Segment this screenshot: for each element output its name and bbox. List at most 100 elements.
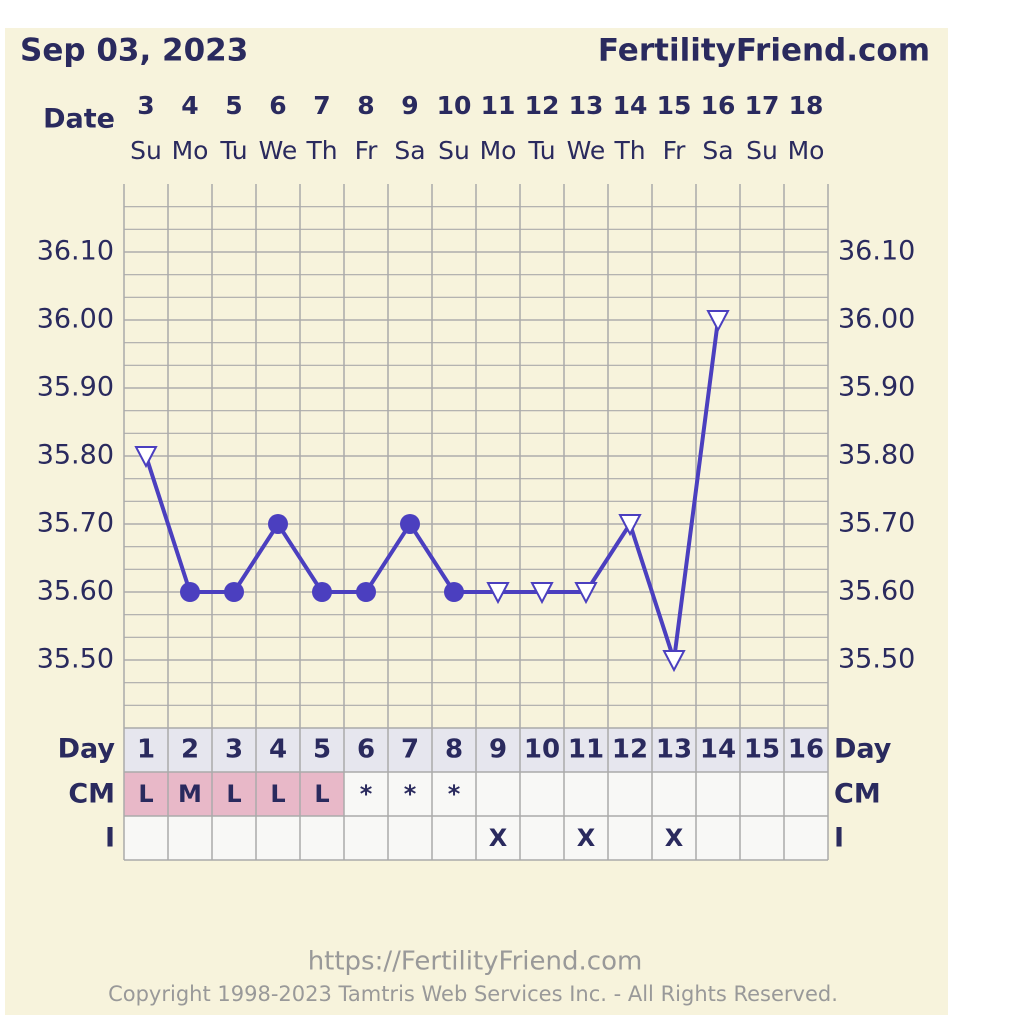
weekday-label: Su [130, 136, 162, 165]
y-tick-label-right: 36.10 [838, 236, 915, 267]
date-label: 13 [569, 91, 604, 120]
weekday-label: Tu [219, 136, 247, 165]
y-tick-label: 35.70 [37, 508, 114, 539]
chart-title: Sep 03, 2023 [20, 33, 248, 69]
cm-highlight [168, 772, 212, 816]
temperature-point [356, 582, 376, 602]
y-tick-label-right: 35.80 [838, 440, 915, 471]
y-tick-label: 35.60 [37, 576, 114, 607]
day-number: 12 [612, 735, 648, 765]
day-number: 6 [357, 735, 375, 765]
temperature-point [662, 650, 686, 673]
row-label-right: I [834, 823, 844, 854]
date-label: 18 [789, 91, 824, 120]
date-label: 15 [657, 91, 692, 120]
cm-value: L [226, 780, 241, 808]
weekday-label: Sa [394, 136, 425, 165]
footer-url: https://FertilityFriend.com [308, 947, 643, 977]
date-label: 16 [701, 91, 736, 120]
date-label: 4 [181, 91, 198, 120]
y-tick-label: 36.00 [37, 304, 114, 335]
date-label: 5 [225, 91, 242, 120]
temperature-point [224, 582, 244, 602]
cm-highlight [256, 772, 300, 816]
day-number: 16 [788, 735, 824, 765]
weekday-label: Mo [788, 136, 825, 165]
temperature-point [486, 582, 510, 605]
day-number: 10 [524, 735, 560, 765]
weekday-label: Th [305, 136, 337, 165]
weekday-label: We [259, 136, 298, 165]
date-label: Date [43, 104, 115, 135]
day-number: 8 [445, 735, 463, 765]
date-label: 3 [137, 91, 154, 120]
day-number: 4 [269, 735, 287, 765]
i-value: X [577, 824, 596, 852]
y-tick-label-right: 36.00 [838, 304, 915, 335]
cm-value: L [270, 780, 285, 808]
weekday-label: Su [746, 136, 778, 165]
cm-value: * [448, 780, 461, 808]
y-tick-label: 35.50 [37, 644, 114, 675]
temperature-point [706, 310, 730, 333]
weekday-label: Fr [663, 136, 687, 165]
date-label: 17 [745, 91, 780, 120]
weekday-label: Mo [172, 136, 209, 165]
temperature-point [574, 582, 598, 605]
date-label: 7 [313, 91, 330, 120]
date-label: 12 [525, 91, 560, 120]
footer-copyright: Copyright 1998-2023 Tamtris Web Services… [108, 982, 838, 1006]
temperature-point [180, 582, 200, 602]
row-label: I [105, 823, 115, 854]
date-label: 8 [357, 91, 374, 120]
weekday-label: Tu [527, 136, 555, 165]
cm-value: * [404, 780, 417, 808]
cm-value: L [314, 780, 329, 808]
row-label: CM [68, 779, 115, 810]
weekday-label: We [567, 136, 606, 165]
day-number: 3 [225, 735, 243, 765]
temperature-point [400, 514, 420, 534]
cm-value: L [138, 780, 153, 808]
temperature-point [312, 582, 332, 602]
cm-value: M [178, 780, 202, 808]
day-number: 5 [313, 735, 331, 765]
cm-highlight [300, 772, 344, 816]
temperature-point [530, 582, 554, 605]
y-tick-label: 35.90 [37, 372, 114, 403]
temperature-point [268, 514, 288, 534]
weekday-label: Su [438, 136, 470, 165]
row-label-right: CM [834, 779, 881, 810]
day-number: 2 [181, 735, 199, 765]
date-label: 14 [613, 91, 648, 120]
site-name: FertilityFriend.com [598, 33, 930, 69]
row-label-right: Day [834, 734, 892, 765]
y-tick-label: 35.80 [37, 440, 114, 471]
day-number: 7 [401, 735, 419, 765]
day-number: 11 [568, 735, 604, 765]
temperature-point [134, 446, 158, 469]
day-number: 1 [137, 735, 155, 765]
temperature-point [618, 514, 642, 537]
y-tick-label-right: 35.90 [838, 372, 915, 403]
y-tick-label-right: 35.60 [838, 576, 915, 607]
day-number: 14 [700, 735, 736, 765]
y-tick-label: 36.10 [37, 236, 114, 267]
day-number: 15 [744, 735, 780, 765]
temperature-line [144, 319, 720, 661]
day-number: 9 [489, 735, 507, 765]
cm-highlight [212, 772, 256, 816]
date-label: 11 [481, 91, 516, 120]
weekday-label: Mo [480, 136, 517, 165]
temperature-point [444, 582, 464, 602]
weekday-label: Th [613, 136, 645, 165]
y-tick-label-right: 35.70 [838, 508, 915, 539]
cm-value: * [360, 780, 373, 808]
weekday-label: Fr [355, 136, 379, 165]
date-label: 6 [269, 91, 286, 120]
cm-highlight [124, 772, 168, 816]
date-label: 9 [401, 91, 418, 120]
i-value: X [489, 824, 508, 852]
row-label: Day [58, 734, 116, 765]
